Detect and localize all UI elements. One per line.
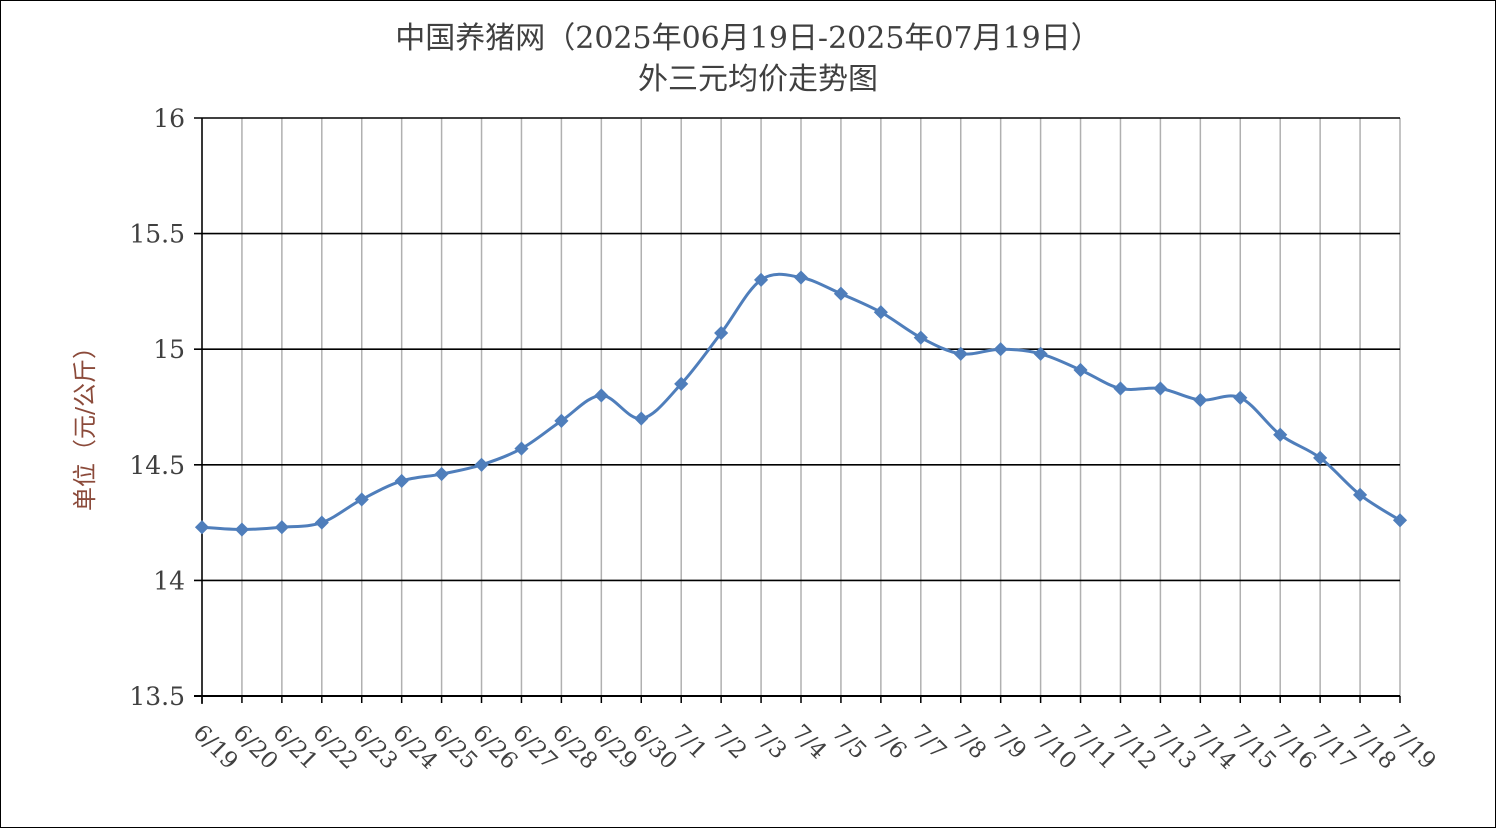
x-tick-label: 7/12 [1106,720,1161,775]
x-tick-label: 6/19 [188,720,243,775]
x-tick-label: 6/26 [467,720,522,775]
x-tick-label: 7/9 [986,720,1031,765]
data-point-marker [993,342,1008,357]
data-point-marker [554,413,569,428]
x-tick-label: 7/13 [1146,720,1201,775]
data-point-marker [1273,427,1288,442]
data-point-marker [1193,392,1208,408]
data-point-marker [1113,381,1128,396]
data-point-marker [953,346,968,361]
x-tick-label: 7/2 [707,720,752,765]
data-point-marker [1033,346,1048,361]
data-point-marker [913,330,928,345]
x-tick-label: 7/6 [867,720,912,765]
x-tick-label: 7/5 [827,720,872,765]
data-point-marker [474,457,489,472]
data-point-marker [674,376,689,391]
data-point-marker [753,272,769,287]
y-tick-label: 15.5 [129,220,185,249]
x-tick-label: 7/15 [1226,720,1281,775]
x-tick-label: 7/14 [1186,720,1241,775]
data-point-marker [314,515,329,530]
data-point-marker [1352,487,1368,502]
data-point-marker [1073,362,1088,378]
x-tick-label: 6/20 [228,720,283,775]
data-point-marker [234,522,250,537]
x-tick-label: 7/11 [1066,720,1121,775]
x-tick-label: 6/30 [627,720,682,775]
data-point-marker [354,492,369,507]
x-tick-label: 6/25 [427,720,482,775]
x-tick-label: 7/4 [787,720,832,765]
chart-title: 中国养猪网（2025年06月19日-2025年07月19日） [395,21,1101,56]
x-tick-label: 7/7 [907,720,952,765]
data-point-marker [1233,390,1248,405]
data-point-marker [714,325,729,341]
data-point-marker [873,305,888,320]
y-tick-label: 15 [153,335,185,364]
data-point-marker [833,286,849,301]
data-point-marker [793,270,809,285]
x-tick-label: 6/28 [547,720,602,775]
x-tick-label: 7/18 [1346,720,1401,775]
y-tick-label: 14 [153,566,185,595]
x-tick-label: 7/16 [1266,720,1321,775]
data-point-marker [594,388,609,403]
data-point-marker [1313,450,1328,465]
x-tick-label: 7/8 [946,720,991,765]
x-tick-label: 7/3 [747,720,792,765]
data-point-marker [394,473,409,489]
x-tick-label: 6/21 [268,720,323,775]
data-point-marker [1392,513,1408,528]
x-tick-label: 6/29 [587,720,642,775]
chart-subtitle: 外三元均价走势图 [638,62,878,97]
x-tick-label: 7/19 [1386,720,1441,775]
x-tick-label: 6/22 [308,720,363,775]
x-tick-label: 7/17 [1306,720,1361,775]
y-tick-label: 13.5 [129,682,185,711]
data-point-marker [1153,381,1168,396]
x-tick-label: 6/24 [387,720,442,775]
data-point-marker [274,520,289,535]
data-point-marker [634,411,649,426]
x-tick-label: 7/10 [1026,720,1081,775]
data-point-marker [194,520,210,535]
y-tick-label: 16 [153,104,185,133]
data-point-marker [514,441,529,456]
x-tick-label: 6/23 [347,720,402,775]
x-tick-label: 6/27 [507,720,562,775]
y-tick-label: 14.5 [129,451,185,480]
y-axis-label: 单位（元/公斤） [71,335,99,511]
data-point-marker [434,466,449,482]
